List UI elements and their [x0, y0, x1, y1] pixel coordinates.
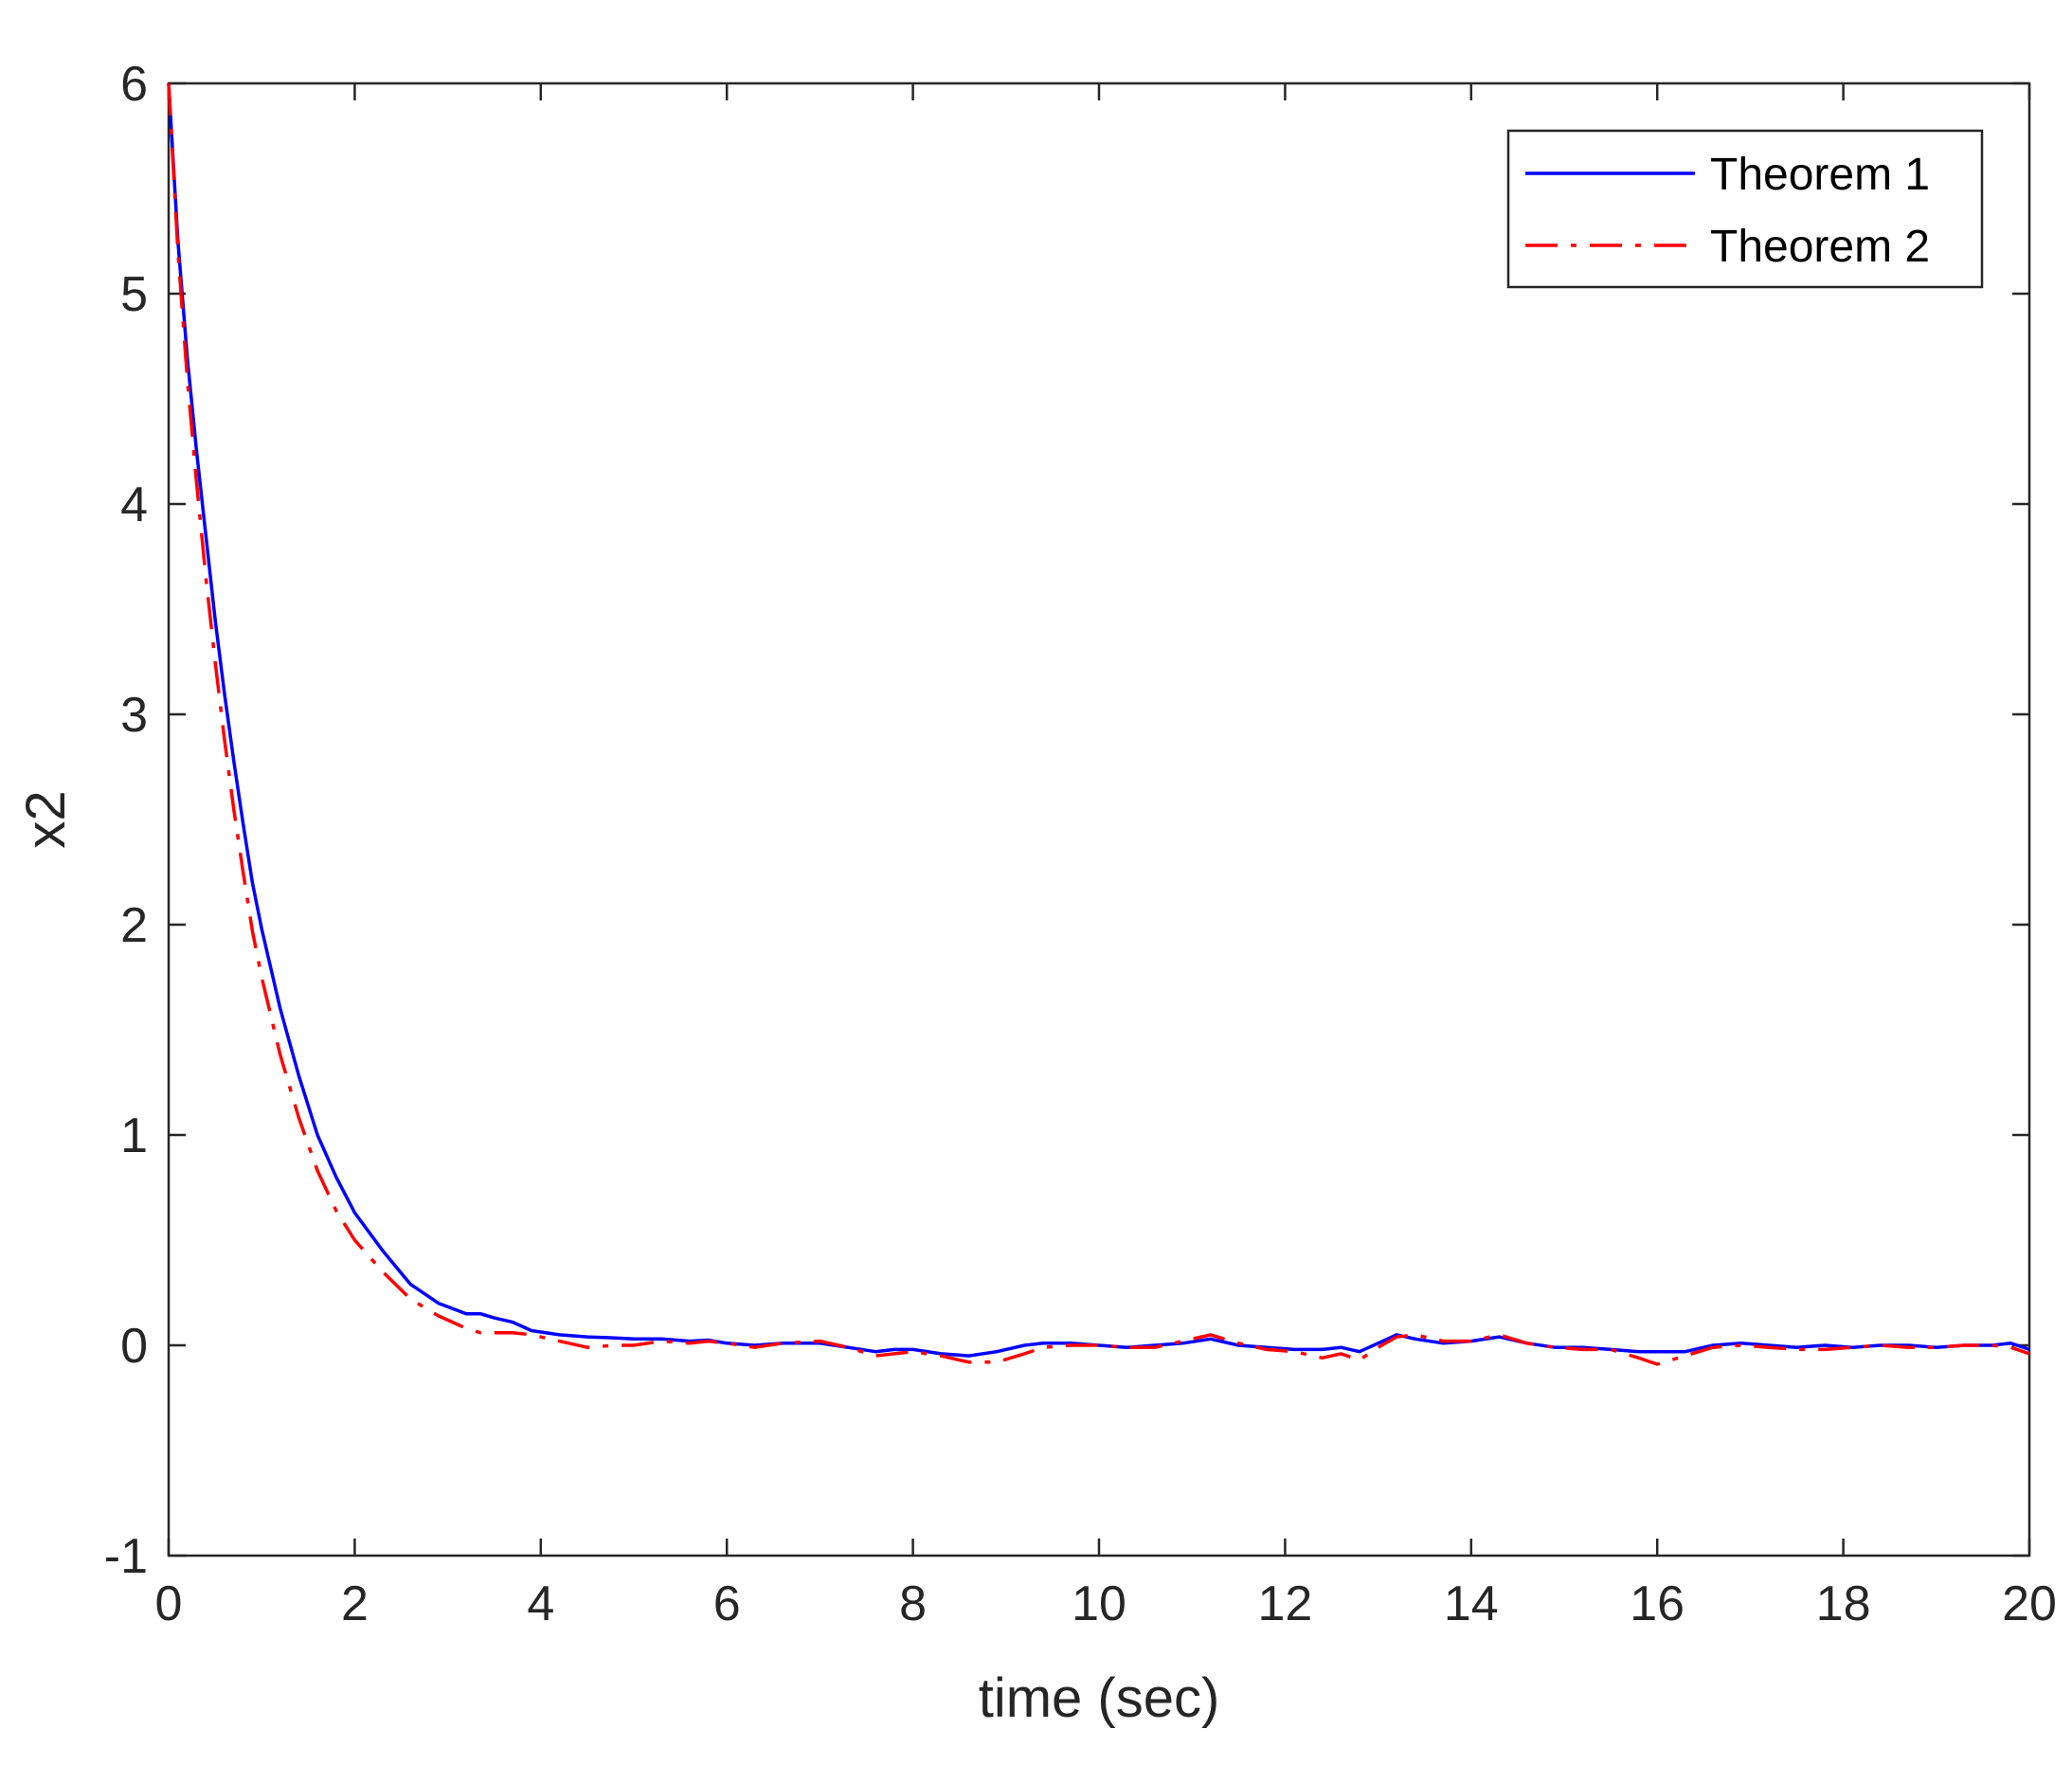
- x-tick-label: 8: [899, 1576, 927, 1631]
- x-tick-label: 2: [341, 1576, 369, 1631]
- y-tick-label: 2: [120, 898, 148, 953]
- x-tick-label: 0: [155, 1576, 183, 1631]
- x-tick-label: 6: [713, 1576, 741, 1631]
- y-axis-label: x2: [15, 790, 77, 848]
- series-line-2: [167, 82, 2030, 1366]
- y-tick-label: 3: [120, 688, 148, 743]
- x-tick-label: 18: [1816, 1576, 1871, 1631]
- y-tick-label: 5: [120, 267, 148, 322]
- legend: Theorem 1 Theorem 2: [1506, 129, 1984, 289]
- x-tick-label: 12: [1257, 1576, 1312, 1631]
- x-axis-ticks: [167, 83, 2031, 1556]
- legend-items: Theorem 1 Theorem 2: [1525, 150, 1930, 272]
- legend-item: Theorem 2: [1525, 222, 1930, 272]
- y-axis-tick-labels: -1 0 1 2 3 4 5 6: [104, 57, 148, 1584]
- y-tick-label: 1: [120, 1108, 148, 1163]
- x-axis-tick-labels: 0 2 4 6 8 10 12 14 16 18 20: [155, 1576, 2057, 1631]
- x-tick-label: 14: [1444, 1576, 1499, 1631]
- x-tick-label: 10: [1072, 1576, 1126, 1631]
- y-tick-label: -1: [104, 1529, 148, 1584]
- legend-label: Theorem 1: [1710, 150, 1930, 200]
- x-axis-label: time (sec): [979, 1667, 1220, 1729]
- plot-area: [167, 81, 2031, 1558]
- y-tick-label: 4: [120, 477, 148, 532]
- axes-box: [167, 81, 2031, 1558]
- series-line-1: [167, 82, 2030, 1358]
- series-layer: [167, 82, 2030, 1366]
- legend-label: Theorem 2: [1710, 222, 1930, 272]
- legend-item: Theorem 1: [1525, 150, 1930, 200]
- x-tick-label: 20: [2002, 1576, 2057, 1631]
- y-tick-label: 0: [120, 1319, 148, 1374]
- x-tick-label: 16: [1630, 1576, 1685, 1631]
- x-tick-label: 4: [527, 1576, 554, 1631]
- y-tick-label: 6: [120, 57, 148, 112]
- legend-box: [1506, 129, 1984, 289]
